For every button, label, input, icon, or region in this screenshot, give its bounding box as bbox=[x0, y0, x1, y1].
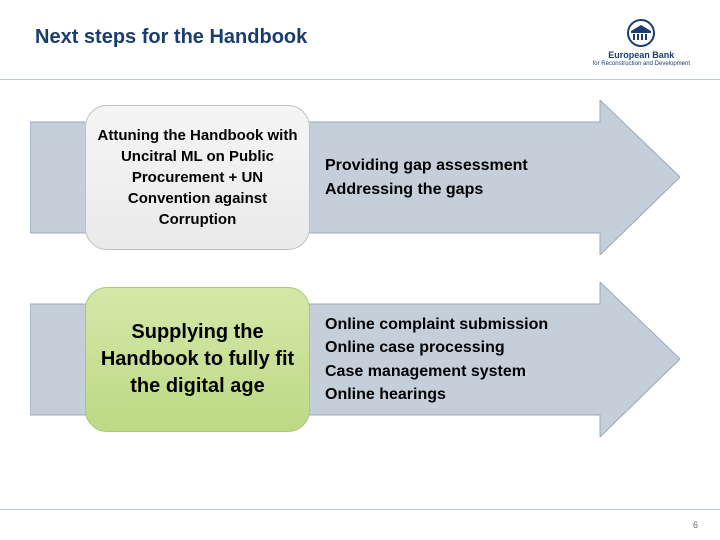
desc-2-line-3: Online hearings bbox=[325, 383, 548, 406]
content-area: Attuning the Handbook with Uncitral ML o… bbox=[0, 80, 720, 442]
page-number: 6 bbox=[693, 520, 698, 530]
footer-divider bbox=[0, 509, 720, 510]
header: Next steps for the Handbook European Ban… bbox=[0, 0, 720, 67]
box-2: Supplying the Handbook to fully fit the … bbox=[85, 287, 310, 432]
logo-line2: for Reconstruction and Development bbox=[593, 61, 690, 67]
desc-2: Online complaint submission Online case … bbox=[325, 282, 548, 437]
desc-2-line-2: Case management system bbox=[325, 360, 548, 383]
logo: European Bank for Reconstruction and Dev… bbox=[593, 18, 690, 67]
row-2: Supplying the Handbook to fully fit the … bbox=[30, 282, 690, 442]
box-1-text: Attuning the Handbook with Uncitral ML o… bbox=[94, 125, 301, 230]
logo-icon bbox=[621, 18, 661, 48]
desc-1: Providing gap assessment Addressing the … bbox=[325, 100, 528, 255]
box-1: Attuning the Handbook with Uncitral ML o… bbox=[85, 105, 310, 250]
slide-title: Next steps for the Handbook bbox=[35, 18, 307, 49]
logo-line1: European Bank bbox=[593, 50, 690, 60]
desc-1-line-0: Providing gap assessment bbox=[325, 154, 528, 177]
desc-1-line-1: Addressing the gaps bbox=[325, 178, 528, 201]
desc-2-line-0: Online complaint submission bbox=[325, 313, 548, 336]
row-1: Attuning the Handbook with Uncitral ML o… bbox=[30, 100, 690, 260]
box-2-text: Supplying the Handbook to fully fit the … bbox=[94, 319, 301, 400]
desc-2-line-1: Online case processing bbox=[325, 336, 548, 359]
